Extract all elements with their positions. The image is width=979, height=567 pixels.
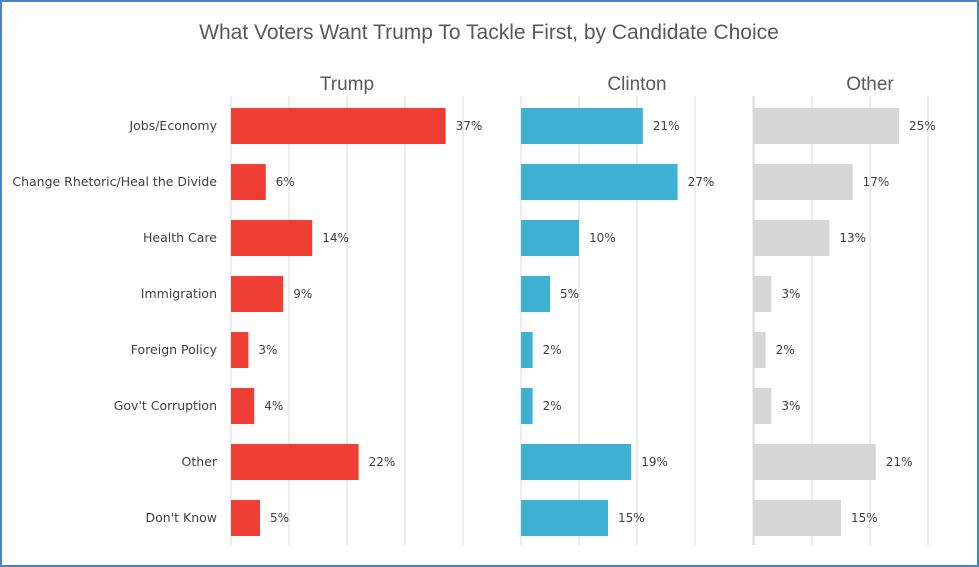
bars (231, 108, 899, 536)
panel-titles: Trump Clinton Other (320, 74, 895, 95)
bar-clinton-foreign-policy (521, 332, 533, 368)
value-label-clinton-change-rhetoric-heal-the-divide: 27% (688, 175, 715, 189)
bar-clinton-immigration (521, 276, 550, 312)
bar-trump-gov-t-corruption (231, 388, 255, 424)
category-label-gov-t-corruption: Gov't Corruption (114, 398, 217, 413)
value-label-trump-other: 22% (369, 455, 396, 469)
bar-other-change-rhetoric-heal-the-divide (754, 164, 853, 200)
bar-other-health-care (754, 220, 830, 256)
bar-clinton-change-rhetoric-heal-the-divide (521, 164, 678, 200)
value-label-trump-foreign-policy: 3% (258, 343, 277, 357)
value-label-clinton-gov-t-corruption: 2% (543, 399, 562, 413)
bar-trump-don-t-know (231, 500, 260, 536)
value-label-clinton-other: 19% (641, 455, 668, 469)
category-label-jobs-economy: Jobs/Economy (128, 118, 217, 133)
bar-clinton-other (521, 444, 632, 480)
value-label-other-other: 21% (886, 455, 913, 469)
bar-trump-other (231, 444, 359, 480)
value-labels: 37% 6% 14% 9% 3% 4% 22% 5% 21% 27% 10% 5% 2% 2% 19% 15%… (258, 119, 935, 525)
category-label-don-t-know: Don't Know (146, 510, 218, 525)
bar-trump-immigration (231, 276, 284, 312)
value-label-other-foreign-policy: 2% (776, 343, 795, 357)
bar-clinton-jobs-economy (521, 108, 643, 144)
value-label-trump-jobs-economy: 37% (456, 119, 483, 133)
category-label-foreign-policy: Foreign Policy (131, 342, 218, 357)
chart-title: What Voters Want Trump To Tackle First, … (199, 21, 779, 44)
value-label-trump-change-rhetoric-heal-the-divide: 6% (276, 175, 295, 189)
value-label-clinton-foreign-policy: 2% (543, 343, 562, 357)
bar-other-gov-t-corruption (754, 388, 772, 424)
bar-other-foreign-policy (754, 332, 766, 368)
bar-trump-health-care (231, 220, 313, 256)
value-label-clinton-don-t-know: 15% (618, 511, 645, 525)
panel-title-clinton: Clinton (607, 74, 666, 95)
bar-other-other (754, 444, 876, 480)
value-label-trump-don-t-know: 5% (270, 511, 289, 525)
value-label-other-gov-t-corruption: 3% (781, 399, 800, 413)
category-labels: Jobs/Economy Change Rhetoric/Heal the Div… (12, 118, 218, 525)
bar-clinton-gov-t-corruption (521, 388, 533, 424)
category-label-health-care: Health Care (143, 230, 217, 245)
bar-other-don-t-know (754, 500, 841, 536)
value-label-trump-immigration: 9% (293, 287, 312, 301)
bar-trump-foreign-policy (231, 332, 249, 368)
panel-title-trump: Trump (320, 74, 374, 95)
value-label-trump-gov-t-corruption: 4% (264, 399, 283, 413)
bar-clinton-don-t-know (521, 500, 608, 536)
panel-title-other: Other (846, 74, 894, 95)
value-label-other-immigration: 3% (781, 287, 800, 301)
value-label-trump-health-care: 14% (322, 231, 349, 245)
category-label-change-rhetoric-heal-the-divide: Change Rhetoric/Heal the Divide (12, 174, 217, 189)
value-label-clinton-health-care: 10% (589, 231, 616, 245)
bar-other-jobs-economy (754, 108, 899, 144)
category-label-immigration: Immigration (141, 286, 217, 301)
value-label-other-change-rhetoric-heal-the-divide: 17% (863, 175, 890, 189)
value-label-other-don-t-know: 15% (851, 511, 878, 525)
bar-trump-jobs-economy (231, 108, 446, 144)
bar-clinton-health-care (521, 220, 579, 256)
category-label-other: Other (182, 454, 218, 469)
value-label-clinton-jobs-economy: 21% (653, 119, 680, 133)
value-label-other-health-care: 13% (839, 231, 866, 245)
bar-other-immigration (754, 276, 772, 312)
bar-trump-change-rhetoric-heal-the-divide (231, 164, 266, 200)
value-label-other-jobs-economy: 25% (909, 119, 936, 133)
value-label-clinton-immigration: 5% (560, 287, 579, 301)
